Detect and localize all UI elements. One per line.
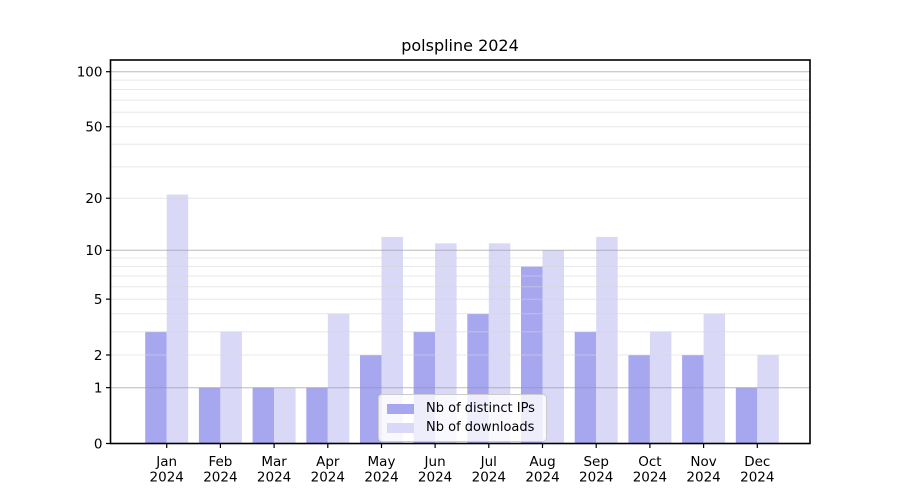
legend-label-distinct-ips: Nb of distinct IPs — [426, 401, 535, 416]
y-tick-label: 0 — [94, 436, 103, 452]
bar-nb-of-distinct-ips-nov — [682, 355, 704, 444]
bar-nb-of-downloads-aug — [542, 250, 564, 444]
x-tick-label-month: Apr — [316, 454, 340, 470]
bar-nb-of-downloads-sep — [596, 236, 618, 444]
bar-nb-of-distinct-ips-oct — [628, 355, 650, 444]
x-tick-label-month: Jan — [155, 454, 177, 470]
legend-item-distinct-ips: Nb of distinct IPs — [387, 401, 535, 416]
x-tick-label-year: 2024 — [418, 470, 452, 486]
y-tick-label: 5 — [94, 292, 103, 308]
x-tick-label-month: Dec — [744, 454, 770, 470]
bar-nb-of-distinct-ips-feb — [198, 387, 221, 444]
y-tick-label: 50 — [85, 120, 102, 136]
bar-nb-of-distinct-ips-apr — [306, 387, 328, 444]
x-tick-label-month: Jul — [480, 454, 497, 470]
x-tick-label-year: 2024 — [686, 470, 720, 486]
legend: Nb of distinct IPs Nb of downloads — [378, 394, 547, 442]
y-tick-label: 2 — [94, 348, 103, 364]
bar-nb-of-downloads-dec — [757, 355, 779, 444]
y-tick-label: 10 — [85, 243, 102, 259]
x-tick-label-year: 2024 — [579, 470, 613, 486]
bar-nb-of-downloads-mar — [274, 387, 296, 444]
x-tick-label-year: 2024 — [740, 470, 774, 486]
x-tick-label-year: 2024 — [633, 470, 667, 486]
x-tick-label-month: Jun — [424, 454, 446, 470]
bar-nb-of-distinct-ips-may — [360, 355, 382, 444]
bar-nb-of-distinct-ips-mar — [252, 387, 275, 444]
x-tick-label-year: 2024 — [364, 470, 398, 486]
bar-nb-of-downloads-jan — [166, 194, 189, 444]
x-tick-label-year: 2024 — [257, 470, 291, 486]
legend-label-downloads: Nb of downloads — [426, 420, 535, 435]
legend-item-downloads: Nb of downloads — [387, 420, 535, 435]
bar-nb-of-distinct-ips-dec — [735, 387, 758, 444]
y-tick-label: 20 — [85, 191, 102, 207]
x-tick-label-month: Sep — [583, 454, 608, 470]
x-tick-label-year: 2024 — [311, 470, 345, 486]
bar-nb-of-downloads-apr — [327, 313, 350, 444]
legend-swatch-distinct-ips — [387, 403, 414, 414]
x-tick-label-year: 2024 — [150, 470, 184, 486]
x-tick-label-month: Nov — [690, 454, 716, 470]
x-tick-label-month: Oct — [638, 454, 661, 470]
bar-nb-of-downloads-nov — [703, 313, 726, 444]
y-tick-label: 100 — [77, 65, 103, 81]
y-tick-label: 1 — [94, 381, 103, 397]
legend-swatch-downloads — [387, 422, 414, 433]
bar-nb-of-downloads-jun — [435, 243, 457, 444]
x-tick-label-month: Feb — [208, 454, 232, 470]
x-tick-label-month: Aug — [529, 454, 555, 470]
x-tick-label-month: Mar — [261, 454, 287, 470]
chart-title: polspline 2024 — [401, 36, 519, 55]
x-tick-label-month: May — [368, 454, 396, 470]
bar-nb-of-downloads-jul — [488, 243, 511, 444]
x-tick-label-year: 2024 — [525, 470, 559, 486]
x-tick-label-year: 2024 — [472, 470, 506, 486]
plot-frame — [109, 59, 811, 445]
bar-nb-of-downloads-may — [381, 236, 403, 444]
x-tick-label-year: 2024 — [203, 470, 237, 486]
